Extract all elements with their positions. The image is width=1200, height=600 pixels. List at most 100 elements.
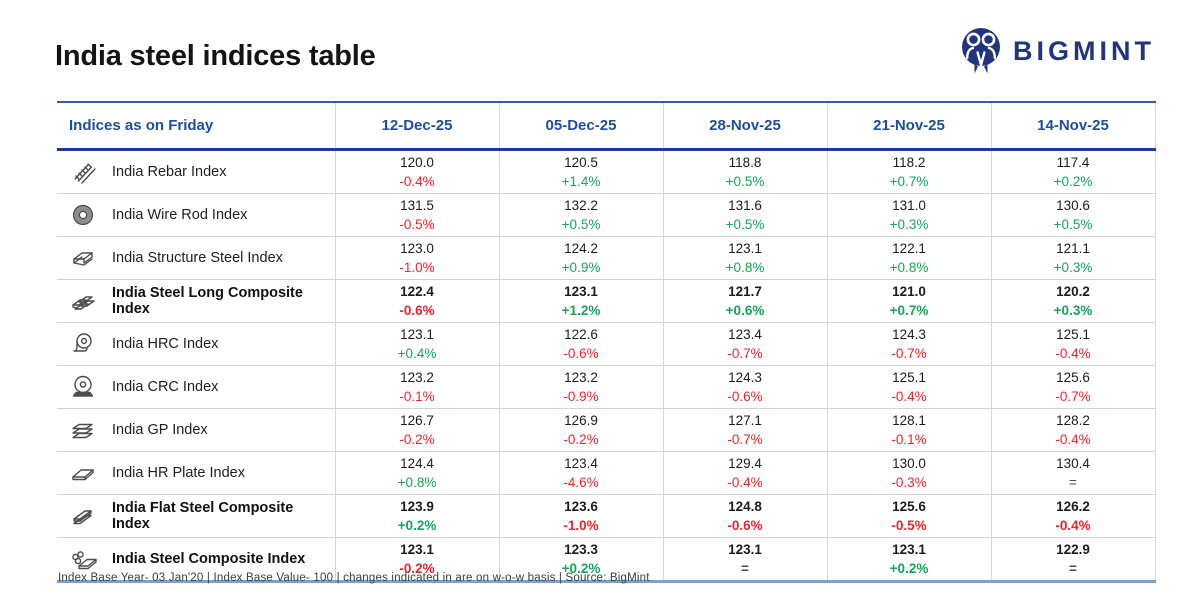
index-value-cell: 123.1 +1.2% (498, 279, 663, 323)
index-value-cell: 118.8 +0.5% (662, 149, 827, 194)
index-value: 130.6 (1056, 198, 1090, 213)
index-name: India GP Index (112, 422, 208, 438)
wow-change: -0.7% (727, 346, 763, 361)
wow-change: +0.9% (561, 260, 601, 275)
table-header-date-4: 14-Nov-25 (990, 102, 1156, 151)
index-value: 131.6 (728, 198, 762, 213)
index-value-cell: 124.4 +0.8% (334, 451, 499, 495)
index-value: 123.1 (728, 542, 762, 557)
wow-change: -0.3% (891, 475, 927, 490)
index-value: 123.2 (564, 370, 598, 385)
index-value-cell: 132.2 +0.5% (498, 193, 663, 237)
index-value-cell: 120.2 +0.3% (990, 279, 1156, 323)
index-value: 122.4 (400, 284, 434, 299)
index-value: 120.0 (400, 155, 434, 170)
index-value-cell: 123.1 +0.4% (334, 322, 499, 366)
wow-change: +0.4% (397, 346, 437, 361)
index-value-cell: 121.1 +0.3% (990, 236, 1156, 280)
wow-change: = (1069, 561, 1077, 576)
index-value: 131.0 (892, 198, 926, 213)
index-value-cell: 125.6 -0.5% (826, 494, 991, 538)
wow-change: +0.5% (725, 174, 765, 189)
steel-indices-table: Indices as on Friday 12-Dec-25 05-Dec-25 2… (57, 101, 1156, 583)
wow-change: +1.2% (561, 303, 601, 318)
wow-change: -0.2% (399, 432, 435, 447)
index-value: 123.1 (564, 284, 598, 299)
wow-change: +0.3% (889, 217, 929, 232)
wow-change: -0.5% (399, 217, 435, 232)
wow-change: -0.2% (563, 432, 599, 447)
index-value-cell: 123.4 -0.7% (662, 322, 827, 366)
table-header-row: Indices as on Friday 12-Dec-25 05-Dec-25 2… (57, 102, 1156, 151)
wow-change: +0.5% (561, 217, 601, 232)
wow-change: +0.7% (889, 174, 929, 189)
wow-change: -0.4% (1055, 346, 1091, 361)
index-value: 120.5 (564, 155, 598, 170)
index-label-cell: India CRC Index (57, 366, 335, 409)
index-value-cell: 126.9 -0.2% (498, 408, 663, 452)
index-value-cell: 130.6 +0.5% (990, 193, 1156, 237)
steel-long-composite-icon (67, 285, 99, 317)
wow-change: -0.2% (399, 561, 435, 576)
rebar-icon (67, 156, 99, 188)
table-header-date-2: 28-Nov-25 (662, 102, 827, 151)
wow-change: +0.6% (725, 303, 765, 318)
index-label-cell: India Structure Steel Index (57, 237, 335, 280)
index-value: 129.4 (728, 456, 762, 471)
index-value: 128.2 (1056, 413, 1090, 428)
table-header-indices-label: Indices as on Friday (57, 102, 335, 151)
bigmint-logo-icon (962, 28, 1000, 74)
bigmint-logo-text: BIGMINT (1013, 35, 1155, 66)
index-value: 124.3 (728, 370, 762, 385)
index-value: 117.4 (1056, 155, 1090, 170)
index-value: 131.5 (400, 198, 434, 213)
index-value-cell: 118.2 +0.7% (826, 149, 991, 194)
index-value-cell: 122.4 -0.6% (334, 279, 499, 323)
wow-change: -0.6% (727, 389, 763, 404)
footnote: Index Base Year- 03 Jan'20 | Index Base … (58, 572, 650, 584)
index-value-cell: 123.4 -4.6% (498, 451, 663, 495)
table-row: India HR Plate Index 124.4 +0.8% 123.4 -4.6%… (57, 451, 1156, 495)
wow-change: -0.1% (891, 432, 927, 447)
wow-change: +0.2% (397, 518, 437, 533)
wow-change: -0.4% (1055, 518, 1091, 533)
wow-change: -0.5% (891, 518, 927, 533)
wow-change: +0.7% (889, 303, 929, 318)
wow-change: = (1069, 475, 1077, 490)
page-title: India steel indices table (55, 40, 376, 72)
table-row: India Steel Composite Index 123.1 -0.2% 123… (57, 537, 1156, 582)
index-name: India Flat Steel Composite Index (112, 500, 294, 532)
index-value-cell: 123.1 +0.8% (662, 236, 827, 280)
index-value: 122.6 (564, 327, 598, 342)
wow-change: -0.4% (891, 389, 927, 404)
wow-change: -4.6% (563, 475, 599, 490)
table-header-date-1: 05-Dec-25 (498, 102, 663, 151)
wow-change: -0.4% (727, 475, 763, 490)
wow-change: -0.6% (399, 303, 435, 318)
wow-change: +0.2% (561, 561, 601, 576)
index-value: 123.4 (728, 327, 762, 342)
index-value: 123.1 (400, 327, 434, 342)
index-name: India Structure Steel Index (112, 250, 283, 266)
index-value: 123.9 (400, 499, 434, 514)
wow-change: -0.4% (1055, 432, 1091, 447)
index-value: 123.1 (892, 542, 926, 557)
wow-change: -0.7% (727, 432, 763, 447)
index-label-cell: India Wire Rod Index (57, 194, 335, 237)
index-label-cell: India Flat Steel Composite Index (57, 495, 335, 538)
index-value: 132.2 (564, 198, 598, 213)
index-value-cell: 120.5 +1.4% (498, 149, 663, 194)
index-name: India HR Plate Index (112, 465, 245, 481)
index-value: 130.4 (1056, 456, 1090, 471)
index-label-cell: India GP Index (57, 409, 335, 452)
index-value: 125.1 (1056, 327, 1090, 342)
wow-change: +0.8% (397, 475, 437, 490)
index-value: 124.3 (892, 327, 926, 342)
wow-change: +0.8% (889, 260, 929, 275)
wow-change: +0.3% (1053, 260, 1093, 275)
index-value: 121.0 (892, 284, 926, 299)
index-value-cell: 131.5 -0.5% (334, 193, 499, 237)
index-value: 123.3 (564, 542, 598, 557)
index-value: 126.2 (1056, 499, 1090, 514)
wow-change: +1.4% (561, 174, 601, 189)
